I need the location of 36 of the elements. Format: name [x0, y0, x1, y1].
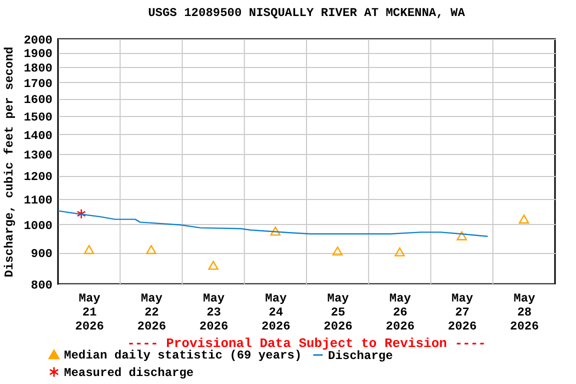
y-tick-label: 1600	[24, 93, 52, 108]
y-tick-label: 2000	[24, 34, 52, 48]
legend-label: Discharge	[328, 349, 393, 363]
y-axis-title: Discharge, cubic feet per second	[2, 46, 17, 278]
x-tick-label: May 28 2026	[510, 292, 539, 334]
y-tick-label: 1100	[24, 193, 52, 208]
y-tick-label: 1200	[24, 170, 52, 184]
point	[518, 214, 530, 224]
point	[394, 247, 405, 256]
y-tick-label: 800	[30, 278, 52, 292]
x-tick-label: May 22 2026	[137, 292, 166, 334]
y-tick-label: 1500	[24, 110, 52, 124]
y-tick-label: 1400	[24, 128, 52, 143]
chart-title: USGS 12089500 NISQUALLY RIVER AT MCKENNA, WA	[148, 6, 466, 20]
y-tick-label: 1800	[24, 62, 52, 76]
point	[146, 245, 156, 254]
x-tick-label: May 21 2026	[75, 292, 104, 334]
point	[332, 246, 343, 256]
point	[270, 226, 281, 236]
point	[456, 231, 467, 240]
x-tick-label: May 25 2026	[324, 292, 352, 334]
x-tick-label: May 26 2026	[386, 292, 415, 334]
legend-label: Measured discharge	[64, 366, 194, 380]
x-tick-label: May 27 2026	[448, 292, 477, 334]
legend-label: Median daily statistic (69 years)	[64, 348, 302, 362]
y-tick-label: 1000	[24, 218, 52, 233]
point	[76, 208, 86, 219]
y-tick-label: 1700	[24, 76, 52, 91]
y-tick-label: 1300	[24, 148, 52, 163]
x-tick-label: May 24 2026	[262, 292, 290, 334]
point	[84, 245, 94, 254]
text: ---- Provisional Data Subject to Revision ----	[127, 336, 486, 351]
y-tick-label: 1900	[24, 47, 52, 62]
x-tick-label: May 23 2026	[199, 292, 228, 334]
point	[208, 260, 218, 270]
y-tick-label: 900	[30, 247, 52, 262]
